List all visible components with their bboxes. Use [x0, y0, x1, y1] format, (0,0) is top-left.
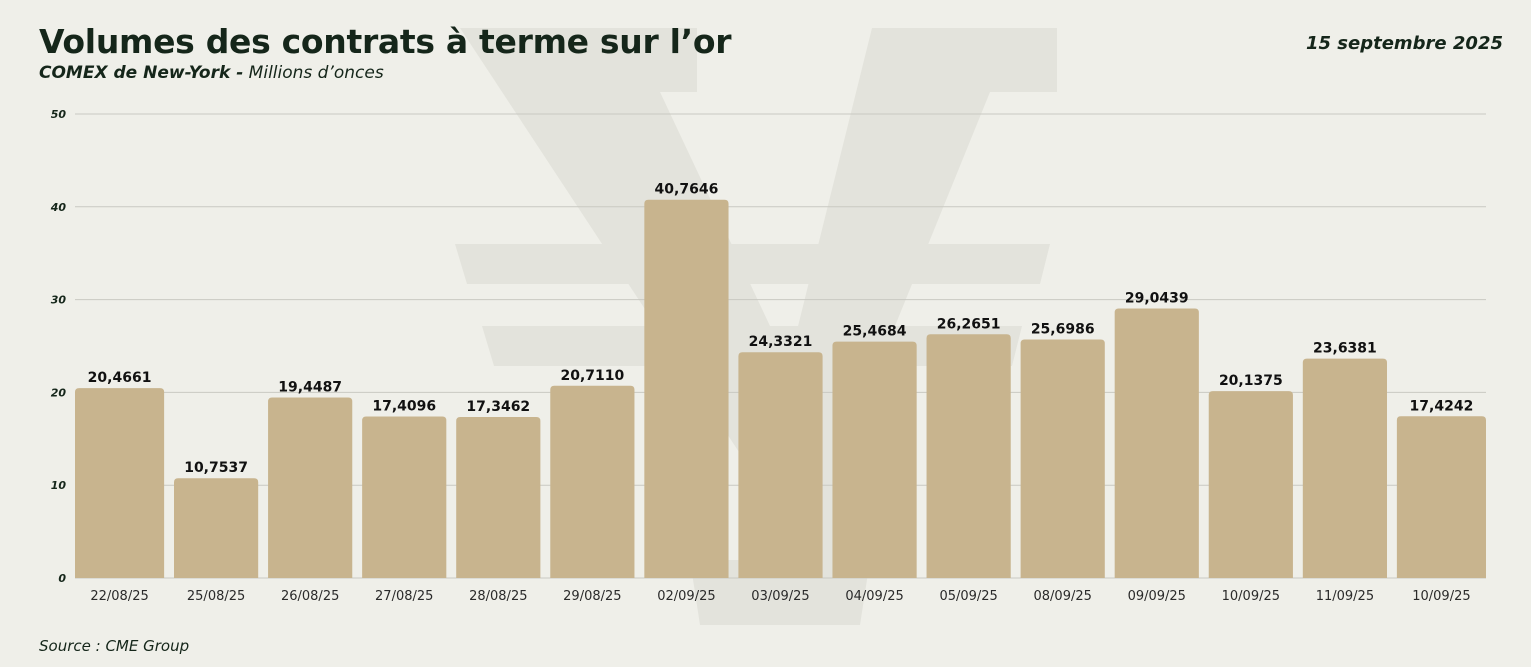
x-tick-label: 10/09/25	[1222, 589, 1280, 604]
value-labels: 20,4661 10,7537 19,4487 17,4096 17,3462 20,71…	[88, 182, 1474, 477]
chart-title: Volumes des contrats à terme sur l’or	[39, 22, 732, 61]
x-tick-label: 28/08/25	[469, 589, 527, 604]
bar-value-label: 20,1375	[1219, 373, 1283, 389]
bar-value-label: 40,7646	[655, 182, 719, 198]
y-tick-label: 40	[50, 201, 67, 214]
bar	[644, 199, 729, 578]
bar	[75, 388, 165, 578]
x-tick-label: 10/09/25	[1412, 589, 1470, 604]
bar	[1208, 391, 1293, 578]
bar-value-label: 17,3462	[466, 399, 530, 415]
bar	[738, 352, 823, 578]
y-tick-label: 10	[51, 479, 67, 492]
x-tick-label: 02/09/25	[657, 589, 715, 604]
x-tick-label: 29/08/25	[563, 589, 621, 604]
bar	[926, 334, 1011, 578]
x-tick-label: 09/09/25	[1128, 589, 1186, 604]
bar	[550, 385, 635, 578]
subtitle-exchange: COMEX de New-York -	[39, 63, 244, 83]
x-tick-label: 04/09/25	[845, 589, 903, 604]
bar	[456, 417, 541, 578]
bar-value-label: 25,4684	[843, 324, 907, 340]
chart-subtitle: COMEX de New-York - Millions d’onces	[39, 63, 384, 83]
x-tick-label: 22/08/25	[90, 589, 148, 604]
bar-value-label: 23,6381	[1313, 341, 1377, 357]
bar-value-label: 24,3321	[749, 334, 813, 350]
x-tick-label: 26/08/25	[281, 589, 339, 604]
bar-value-label: 20,4661	[88, 370, 152, 386]
bar-value-label: 20,7110	[560, 368, 624, 384]
bar-value-label: 17,4242	[1410, 398, 1474, 414]
bar	[268, 397, 353, 578]
bar	[362, 416, 447, 578]
y-axis-ticks: 0 10 20 30 40 50	[50, 108, 67, 585]
bar-value-label: 25,6986	[1031, 322, 1095, 338]
y-tick-label: 20	[51, 386, 67, 399]
x-axis-ticks: 22/08/25 25/08/25 26/08/25 27/08/25 28/08/25…	[90, 589, 1470, 604]
x-tick-label: 27/08/25	[375, 589, 433, 604]
bar-value-label: 26,2651	[937, 316, 1001, 332]
y-tick-label: 0	[58, 572, 66, 585]
bar	[832, 341, 917, 578]
bar	[1020, 339, 1105, 578]
x-tick-label: 05/09/25	[939, 589, 997, 604]
bar-value-label: 19,4487	[278, 380, 342, 396]
chart-date: 15 septembre 2025	[1305, 33, 1503, 54]
x-tick-label: 03/09/25	[751, 589, 809, 604]
bar	[174, 478, 259, 578]
y-tick-label: 30	[51, 294, 67, 307]
bar-value-label: 17,4096	[372, 398, 436, 414]
x-tick-label: 11/09/25	[1316, 589, 1374, 604]
y-tick-label: 50	[51, 108, 67, 121]
subtitle-unit: Millions d’onces	[248, 63, 384, 83]
bars	[75, 199, 1486, 578]
bar	[1302, 358, 1387, 578]
chart-source: Source : CME Group	[39, 637, 190, 655]
bar-value-label: 10,7537	[184, 460, 248, 476]
bar	[1114, 308, 1199, 578]
bar-value-label: 29,0439	[1125, 290, 1189, 306]
x-tick-label: 25/08/25	[187, 589, 245, 604]
x-tick-label: 08/09/25	[1034, 589, 1092, 604]
bar	[1396, 416, 1486, 578]
